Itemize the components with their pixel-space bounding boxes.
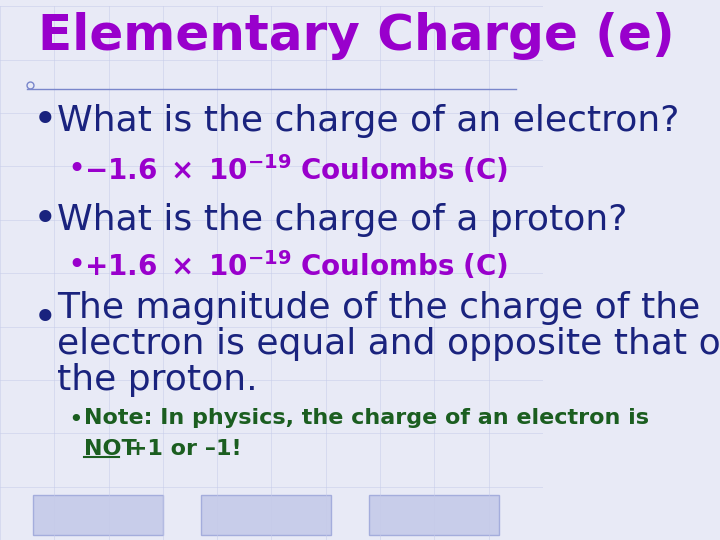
FancyBboxPatch shape (32, 495, 163, 535)
Text: $\mathbf{-1.6\ \times\ 10^{-19}}$$\mathbf{\ Coulombs\ (C)}$: $\mathbf{-1.6\ \times\ 10^{-19}}$$\mathb… (84, 153, 508, 186)
Text: NOT: NOT (84, 440, 137, 460)
Text: •: • (68, 251, 86, 280)
Text: $\mathbf{+1.6\ \times\ 10^{-19}}$$\mathbf{\ Coulombs\ (C)}$: $\mathbf{+1.6\ \times\ 10^{-19}}$$\mathb… (84, 249, 508, 282)
Text: •: • (68, 154, 86, 184)
Text: •: • (68, 408, 83, 432)
Text: •: • (32, 100, 57, 142)
Text: The magnitude of the charge of the: The magnitude of the charge of the (57, 291, 701, 325)
Text: Note: In physics, the charge of an electron is: Note: In physics, the charge of an elect… (84, 408, 649, 428)
Text: Elementary Charge (e): Elementary Charge (e) (38, 12, 675, 60)
Text: the proton.: the proton. (57, 363, 258, 397)
FancyBboxPatch shape (369, 495, 500, 535)
Text: •: • (32, 199, 57, 241)
Text: •: • (32, 298, 57, 340)
Text: What is the charge of a proton?: What is the charge of a proton? (57, 203, 627, 237)
FancyBboxPatch shape (201, 495, 331, 535)
Text: electron is equal and opposite that of: electron is equal and opposite that of (57, 327, 720, 361)
Text: +1 or –1!: +1 or –1! (120, 440, 241, 460)
Text: What is the charge of an electron?: What is the charge of an electron? (57, 104, 680, 138)
